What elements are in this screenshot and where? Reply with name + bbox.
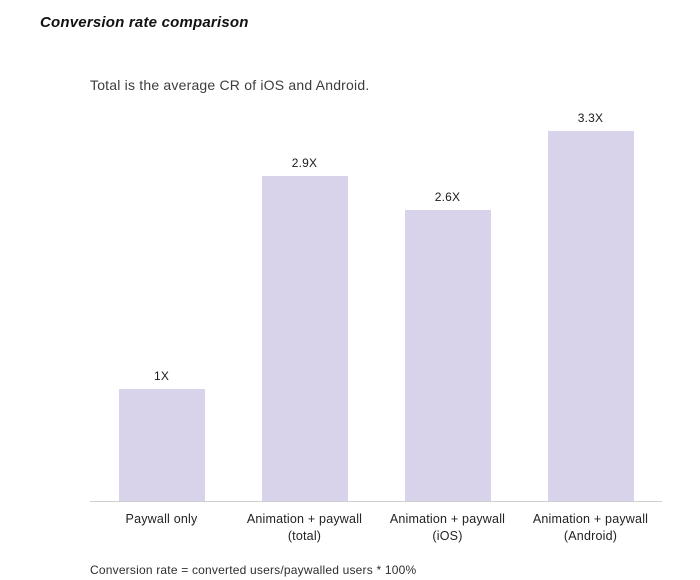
- bar-value-label: 2.6X: [434, 189, 461, 204]
- x-axis-label: Animation + paywall (total): [246, 512, 363, 543]
- chart-footnote: Conversion rate = converted users/paywal…: [90, 562, 417, 577]
- plot-area: 1X 2.9X 2.6X 3.3X: [90, 109, 662, 502]
- chart-subtitle: Total is the average CR of iOS and Andro…: [90, 77, 370, 93]
- bar-group-animation-ios: 2.6X: [376, 109, 519, 501]
- page-title: Conversion rate comparison: [40, 14, 249, 31]
- bar-chart: Total is the average CR of iOS and Andro…: [90, 77, 662, 577]
- bar-value-label: 3.3X: [577, 111, 604, 126]
- x-axis-labels: Paywall only Animation + paywall (total)…: [90, 502, 662, 545]
- bar-value-label: 1X: [153, 369, 170, 383]
- bar: [261, 176, 348, 501]
- x-axis-label: Animation + paywall (Android): [532, 512, 649, 543]
- x-axis-label: Animation + paywall (iOS): [389, 512, 506, 543]
- bar: [547, 131, 634, 501]
- bar-group-animation-total: 2.9X: [233, 109, 376, 501]
- bar: [404, 209, 491, 501]
- bar-value-label: 2.9X: [291, 156, 318, 171]
- bar: [118, 389, 205, 501]
- x-axis-label: Paywall only: [125, 512, 198, 526]
- bar-group-paywall-only: 1X: [90, 109, 233, 501]
- bar-group-animation-android: 3.3X: [519, 109, 662, 501]
